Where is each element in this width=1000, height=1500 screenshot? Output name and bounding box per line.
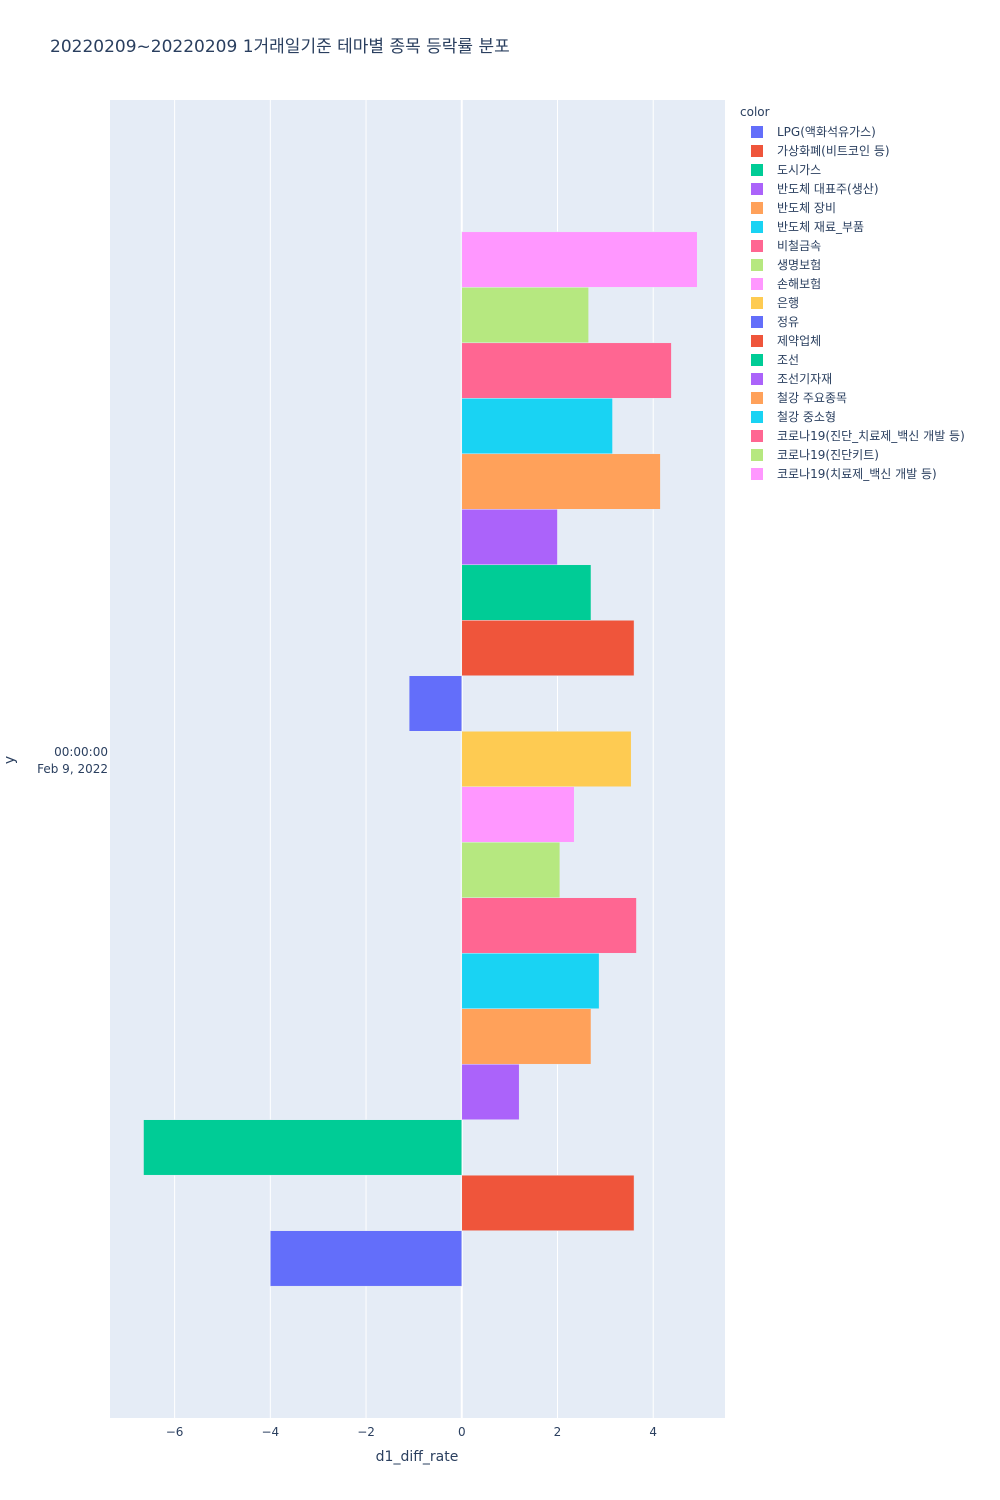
legend-label: 반도체 재료_부품: [777, 220, 865, 234]
legend-swatch: [751, 334, 763, 347]
y-axis-title: y: [2, 756, 18, 764]
bar[interactable]: [461, 897, 637, 954]
bar[interactable]: [461, 231, 698, 288]
legend-label: 조선: [777, 353, 800, 367]
legend-label: 손해보험: [777, 277, 822, 291]
legend-item[interactable]: 도시가스: [740, 160, 965, 179]
bar-series: [143, 231, 698, 1287]
legend-label: 철강 중소형: [777, 410, 837, 424]
legend-item[interactable]: 정유: [740, 312, 965, 331]
legend-item[interactable]: 가상화폐(비트코인 등): [740, 141, 965, 160]
bar[interactable]: [461, 841, 561, 898]
legend-label: 정유: [777, 315, 800, 329]
bar[interactable]: [461, 1174, 635, 1231]
legend-swatch: [751, 315, 763, 328]
y-tick-label-time: 00:00:00: [54, 745, 108, 759]
bar[interactable]: [461, 786, 575, 843]
bar[interactable]: [461, 1063, 520, 1120]
legend-swatch: [751, 258, 763, 271]
bar[interactable]: [461, 564, 592, 621]
legend-item[interactable]: 비철금속: [740, 236, 965, 255]
legend-label: 비철금속: [777, 239, 822, 253]
x-tick-label: 4: [649, 1425, 657, 1439]
x-tick-label: 2: [554, 1425, 562, 1439]
bar[interactable]: [461, 453, 661, 510]
legend-swatch: [751, 182, 763, 195]
y-tick-label-date: Feb 9, 2022: [37, 762, 108, 776]
x-tick-label: −4: [261, 1425, 279, 1439]
legend-swatch: [751, 201, 763, 214]
legend-item[interactable]: 생명보험: [740, 255, 965, 274]
legend-item[interactable]: 반도체 대표주(생산): [740, 179, 965, 198]
legend-label: 코로나19(진단_치료제_백신 개발 등): [777, 429, 965, 443]
legend-item[interactable]: 철강 중소형: [740, 407, 965, 426]
bar[interactable]: [461, 342, 672, 399]
bar[interactable]: [461, 731, 632, 787]
legend-swatch: [751, 448, 763, 461]
legend-label: 은행: [777, 296, 800, 310]
x-tick-label: −6: [166, 1425, 184, 1439]
legend-label: 제약업체: [777, 334, 822, 348]
legend-item[interactable]: 철강 주요종목: [740, 388, 965, 407]
x-axis-title: d1_diff_rate: [376, 1449, 459, 1465]
legend-item[interactable]: 코로나19(치료제_백신 개발 등): [740, 464, 965, 483]
legend-swatch: [751, 277, 763, 290]
legend-item[interactable]: 조선: [740, 350, 965, 369]
bar[interactable]: [143, 1119, 463, 1176]
legend-swatch: [751, 296, 763, 309]
legend-item[interactable]: 반도체 장비: [740, 198, 965, 217]
legend-item[interactable]: 손해보험: [740, 274, 965, 293]
legend-swatch: [751, 353, 763, 366]
legend-swatch: [751, 429, 763, 442]
bar[interactable]: [270, 1230, 463, 1287]
legend-swatch: [751, 144, 763, 157]
legend-label: 가상화폐(비트코인 등): [777, 144, 890, 158]
x-axis-ticks: −6 −4 −2 0 2 4: [166, 1425, 657, 1439]
legend-title: color: [740, 105, 770, 119]
legend-swatch: [751, 372, 763, 385]
legend-item[interactable]: 코로나19(진단_치료제_백신 개발 등): [740, 426, 965, 445]
legend-label: 조선기자재: [777, 372, 833, 386]
x-tick-label: −2: [357, 1425, 375, 1439]
chart-title: 20220209~20220209 1거래일기준 테마별 종목 등락률 분포: [50, 37, 510, 57]
bar[interactable]: [461, 287, 589, 344]
bar[interactable]: [408, 675, 463, 732]
legend-label: 코로나19(치료제_백신 개발 등): [777, 467, 937, 481]
legend-label: 도시가스: [777, 163, 822, 177]
legend-label: LPG(액화석유가스): [777, 125, 876, 139]
bar[interactable]: [461, 509, 558, 566]
bar[interactable]: [461, 1008, 592, 1065]
legend-label: 생명보험: [777, 258, 822, 272]
legend-swatch: [751, 410, 763, 423]
bar[interactable]: [461, 952, 600, 1009]
legend-item[interactable]: 은행: [740, 293, 965, 312]
bar[interactable]: [461, 398, 613, 455]
legend-label: 코로나19(진단키트): [777, 448, 879, 462]
legend-label: 반도체 장비: [777, 201, 837, 215]
x-tick-label: 0: [458, 1425, 466, 1439]
legend-swatch: [751, 467, 763, 480]
legend-swatch: [751, 391, 763, 404]
legend-item[interactable]: 코로나19(진단키트): [740, 445, 965, 464]
legend-item[interactable]: LPG(액화석유가스): [740, 122, 965, 141]
legend-swatch: [751, 163, 763, 176]
legend-item[interactable]: 조선기자재: [740, 369, 965, 388]
legend-swatch: [751, 239, 763, 252]
bar[interactable]: [461, 620, 635, 677]
legend-swatch: [751, 125, 763, 138]
legend-item[interactable]: 제약업체: [740, 331, 965, 350]
legend-label: 철강 주요종목: [777, 391, 848, 405]
legend-label: 반도체 대표주(생산): [777, 182, 879, 196]
legend-item[interactable]: 반도체 재료_부품: [740, 217, 965, 236]
legend-swatch: [751, 220, 763, 233]
